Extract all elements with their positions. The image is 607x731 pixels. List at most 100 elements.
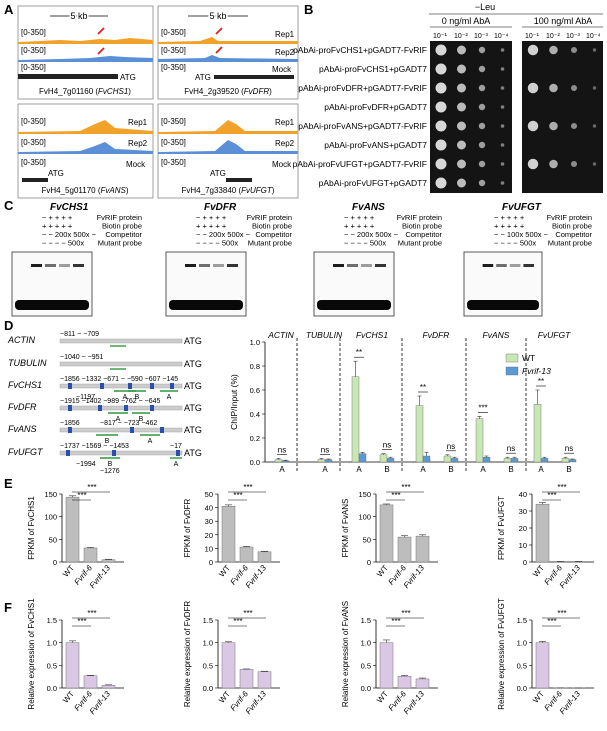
region-label: A [174, 461, 179, 468]
sig-annotation: *** [87, 609, 96, 618]
yeast-spot [527, 82, 539, 94]
y-axis-label: FPKM of FvUFGT [497, 496, 506, 560]
y-axis-label: Relative expression of FvANS [341, 601, 350, 707]
emsa-row-label: FvRIF protein [97, 213, 142, 222]
binding-site [98, 405, 102, 411]
y-tick-label: 0.5 [361, 661, 371, 670]
yeast-spot [592, 86, 597, 90]
shifted-band [185, 264, 196, 267]
binding-site [124, 405, 128, 411]
condition-label-2: 100 ng/ml AbA [534, 16, 593, 26]
emsa-row-label: Mutant probe [548, 239, 592, 248]
rep1-label: Rep1 [128, 118, 148, 127]
rep2-track [18, 56, 153, 62]
yeast-spot [457, 83, 466, 93]
y-tick-label: 0.0 [517, 684, 527, 693]
dilution: 10⁻² [454, 33, 468, 40]
panel-c: FvCHS1− + + + + FvRIF protein+ + + + + Bio… [11, 202, 592, 317]
promoter-bar [59, 450, 183, 456]
yeast-spot [527, 158, 539, 170]
rep2-track [158, 55, 298, 62]
binding-site [100, 383, 104, 389]
yeast-spot [592, 162, 597, 166]
y-tick-label: 0.5 [203, 661, 213, 670]
y-tick-label: 0.0 [47, 684, 57, 693]
yeast-spot [435, 101, 447, 113]
expression-bar [239, 669, 254, 689]
chip-bar [482, 457, 491, 463]
panel-label-a: A [4, 2, 14, 17]
binding-site [170, 383, 174, 389]
shifted-band [523, 264, 534, 267]
sig-annotation: *** [233, 491, 242, 500]
dilution: 10⁻¹ [525, 33, 539, 40]
yeast-spot [457, 102, 466, 112]
expression-bar [221, 505, 236, 563]
rep2-label: Rep2 [275, 139, 295, 148]
gene-group-label: TUBULIN [306, 330, 343, 340]
y-tick-label: 0.2 [250, 434, 260, 443]
legend-label: Fvrif-13 [522, 366, 551, 376]
emsa-row-label: Biotin probe [552, 222, 592, 231]
y-tick-label: 10 [519, 541, 527, 550]
track-range-1: [0-350] [161, 28, 186, 37]
atg-label: ATG [184, 381, 202, 391]
mock-label: Mock [126, 160, 146, 169]
y-tick-label: 1.0 [47, 639, 57, 648]
emsa-lane-signs: + + + + + [196, 222, 227, 231]
expression-bar [257, 671, 272, 689]
y-tick-label: 0.0 [361, 684, 371, 693]
chip-bar [324, 459, 333, 463]
region-label: A [167, 394, 172, 401]
binding-site [150, 405, 154, 411]
panel-a: 5 kb [0-350] [0-350] [0-350] ATG FvH4_7g… [17, 5, 299, 199]
chip-bar [351, 376, 360, 463]
y-tick-label: 30 [519, 507, 527, 516]
yeast-spot [570, 160, 578, 168]
track-range-1: [0-350] [21, 117, 46, 126]
emsa-lane-signs: + + + + + [42, 222, 73, 231]
sig-annotation: *** [391, 617, 400, 626]
emsa-row-label: Competitor [555, 230, 592, 239]
panel-label-e: E [4, 476, 13, 491]
chip-bar [422, 455, 431, 463]
rep1-track [158, 120, 298, 134]
emsa-gene-title: FvDFR [204, 202, 237, 213]
mock-label: Mock [272, 65, 292, 74]
emsa-lane-signs: − − − − 500x [42, 239, 84, 248]
expression-bar [101, 685, 116, 689]
promoter-positions: −811 ~ −709 [60, 331, 99, 338]
dilution-labels: 10⁻¹ 10⁻² 10⁻³ 10⁻⁴ 10⁻¹ 10⁻² 10⁻³ 10⁻⁴ [433, 33, 601, 40]
atg-label: ATG [184, 448, 202, 458]
x-category-label: WT [375, 689, 390, 704]
free-probe-band [467, 300, 539, 310]
gene-id-3: FvH4_5g01170 (FvANS) [41, 186, 128, 195]
yeast-spot [570, 122, 578, 130]
y-axis-label: ChIP/Input (%) [229, 374, 239, 430]
yeast-spot [478, 141, 486, 149]
x-category-label: B [448, 465, 453, 474]
track-box-fvdfr: 5 kb [0-350] Rep1 [0-350] Rep2 [0-350] M… [157, 5, 299, 100]
scale-label: 5 kb [70, 11, 87, 21]
shifted-band [361, 264, 372, 267]
atg-label: ATG [184, 425, 202, 435]
y-tick-label: 0.4 [250, 410, 260, 419]
expression-bar [415, 678, 430, 689]
yeast-spot [500, 181, 505, 185]
gene-id-4: FvH4_7g33840 (FvUFGT) [182, 186, 275, 195]
x-category-label: WT [61, 563, 76, 578]
atg-label: ATG [184, 336, 202, 346]
y-tick-label: 0.0 [203, 684, 213, 693]
yeast-spot [478, 122, 486, 130]
emsa-row-label: Competitor [405, 230, 442, 239]
yeast-spot [500, 143, 505, 147]
emsa-row-label: Biotin probe [102, 222, 142, 231]
expression-bar [83, 675, 98, 689]
promoter-gene-name: FvANS [8, 424, 37, 434]
shifted-band [73, 264, 84, 267]
y-tick-label: 10 [205, 544, 213, 553]
track-range-2: [0-350] [21, 46, 46, 55]
track-range-3: [0-350] [21, 63, 46, 72]
legend-label: WT [522, 353, 535, 363]
x-category-label: A [420, 465, 426, 474]
